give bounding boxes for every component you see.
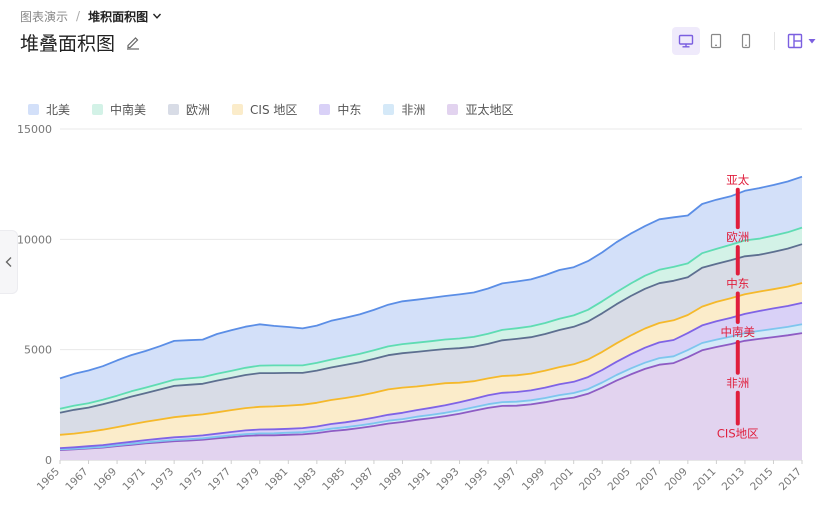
line-series-2 bbox=[59, 302, 803, 449]
x-tick-label: 1979 bbox=[235, 466, 262, 493]
page-title-row: 堆叠面积图 bbox=[20, 29, 141, 55]
tablet-view-button[interactable] bbox=[702, 27, 730, 55]
x-tick-label: 1975 bbox=[177, 466, 204, 493]
legend-item[interactable]: 北美 bbox=[28, 101, 70, 118]
x-tick-label: 1995 bbox=[463, 466, 490, 493]
x-tick-label: 2005 bbox=[606, 466, 633, 493]
legend-label: 北美 bbox=[46, 102, 71, 117]
x-tick-label: 2015 bbox=[748, 466, 775, 493]
legend-swatch bbox=[28, 103, 39, 115]
x-tick-label: 2007 bbox=[634, 466, 661, 493]
legend-label: 亚太地区 bbox=[465, 102, 514, 117]
legend-item[interactable]: 中东 bbox=[319, 101, 361, 118]
caret-down-icon bbox=[808, 39, 816, 44]
x-tick-label: 1997 bbox=[491, 466, 518, 493]
edit-icon[interactable] bbox=[125, 34, 141, 50]
x-tick-label: 1967 bbox=[63, 466, 90, 493]
desktop-view-button[interactable] bbox=[672, 27, 700, 55]
x-tick-label: 1973 bbox=[149, 466, 176, 493]
y-tick-label: 5000 bbox=[24, 344, 52, 357]
annotation-label: 非洲 bbox=[726, 376, 749, 390]
x-tick-label: 1999 bbox=[520, 466, 547, 493]
view-toolbar bbox=[670, 27, 817, 55]
x-tick-label: 2013 bbox=[720, 466, 747, 493]
legend-item[interactable]: CIS 地区 bbox=[232, 101, 297, 118]
line-series-4 bbox=[59, 243, 803, 414]
layout-button[interactable] bbox=[787, 27, 817, 55]
line-series-5 bbox=[59, 226, 803, 410]
x-tick-label: 1991 bbox=[406, 466, 433, 493]
chevron-down-icon[interactable] bbox=[152, 11, 162, 21]
chevron-left-icon bbox=[5, 257, 11, 267]
area-series-4 bbox=[60, 244, 802, 435]
tablet-icon bbox=[710, 33, 722, 49]
area-series-6 bbox=[60, 176, 802, 409]
x-tick-label: 1993 bbox=[434, 466, 461, 493]
annotation-label: 亚太 bbox=[726, 173, 749, 187]
x-tick-label: 2001 bbox=[548, 466, 575, 493]
legend-label: CIS 地区 bbox=[250, 102, 298, 117]
x-tick-label: 1985 bbox=[320, 466, 347, 493]
legend-swatch bbox=[319, 103, 331, 115]
legend-label: 非洲 bbox=[401, 102, 426, 117]
breadcrumb: 图表演示 / 堆积面积图 bbox=[20, 7, 162, 25]
legend-label: 欧洲 bbox=[186, 102, 211, 117]
legend-label: 中南美 bbox=[110, 102, 147, 117]
x-tick-label: 1981 bbox=[263, 466, 290, 493]
x-tick-label: 1965 bbox=[35, 466, 62, 493]
line-series-0 bbox=[59, 332, 803, 451]
legend-item[interactable]: 欧洲 bbox=[168, 101, 210, 118]
x-tick-label: 2017 bbox=[777, 466, 804, 493]
line-series-3 bbox=[59, 282, 803, 436]
breadcrumb-separator: / bbox=[76, 9, 81, 23]
x-tick-label: 1983 bbox=[292, 466, 319, 493]
desktop-icon bbox=[678, 34, 694, 48]
legend-label: 中东 bbox=[337, 102, 362, 117]
sidebar-toggle[interactable] bbox=[0, 230, 18, 294]
chart-legend: 北美 中南美 欧洲 CIS 地区 中东 非洲 亚太地区 bbox=[28, 101, 535, 117]
x-tick-label: 1989 bbox=[377, 466, 404, 493]
legend-item[interactable]: 中南美 bbox=[92, 101, 146, 118]
x-tick-label: 1969 bbox=[92, 466, 119, 493]
y-tick-label: 15000 bbox=[17, 123, 52, 136]
annotation-label: 欧洲 bbox=[726, 230, 749, 244]
x-tick-label: 1987 bbox=[349, 466, 376, 493]
layout-grid-icon bbox=[787, 33, 803, 49]
y-tick-label: 10000 bbox=[17, 233, 52, 246]
mobile-view-button[interactable] bbox=[732, 27, 760, 55]
breadcrumb-current[interactable]: 堆积面积图 bbox=[88, 9, 149, 24]
annotation-label: 中东 bbox=[726, 276, 749, 290]
y-tick-label: 0 bbox=[45, 454, 52, 467]
x-tick-label: 1971 bbox=[120, 466, 147, 493]
annotation-label: 中南美 bbox=[721, 325, 756, 339]
legend-swatch bbox=[168, 103, 180, 115]
x-tick-label: 2009 bbox=[663, 466, 690, 493]
legend-swatch bbox=[232, 103, 244, 115]
legend-item[interactable]: 非洲 bbox=[383, 101, 425, 118]
legend-swatch bbox=[92, 103, 104, 115]
annotation-label: CIS地区 bbox=[717, 427, 759, 441]
breadcrumb-parent[interactable]: 图表演示 bbox=[20, 9, 69, 24]
legend-swatch bbox=[447, 103, 459, 115]
toolbar-divider bbox=[774, 32, 775, 50]
line-series-6 bbox=[59, 175, 803, 380]
mobile-icon bbox=[741, 33, 751, 49]
x-tick-label: 2011 bbox=[691, 466, 718, 493]
line-series-1 bbox=[59, 323, 803, 451]
legend-swatch bbox=[383, 103, 395, 115]
x-tick-label: 1977 bbox=[206, 466, 233, 493]
x-tick-label: 2003 bbox=[577, 466, 604, 493]
page-title: 堆叠面积图 bbox=[20, 32, 116, 55]
area-series-0 bbox=[60, 333, 802, 460]
legend-item[interactable]: 亚太地区 bbox=[447, 101, 513, 118]
